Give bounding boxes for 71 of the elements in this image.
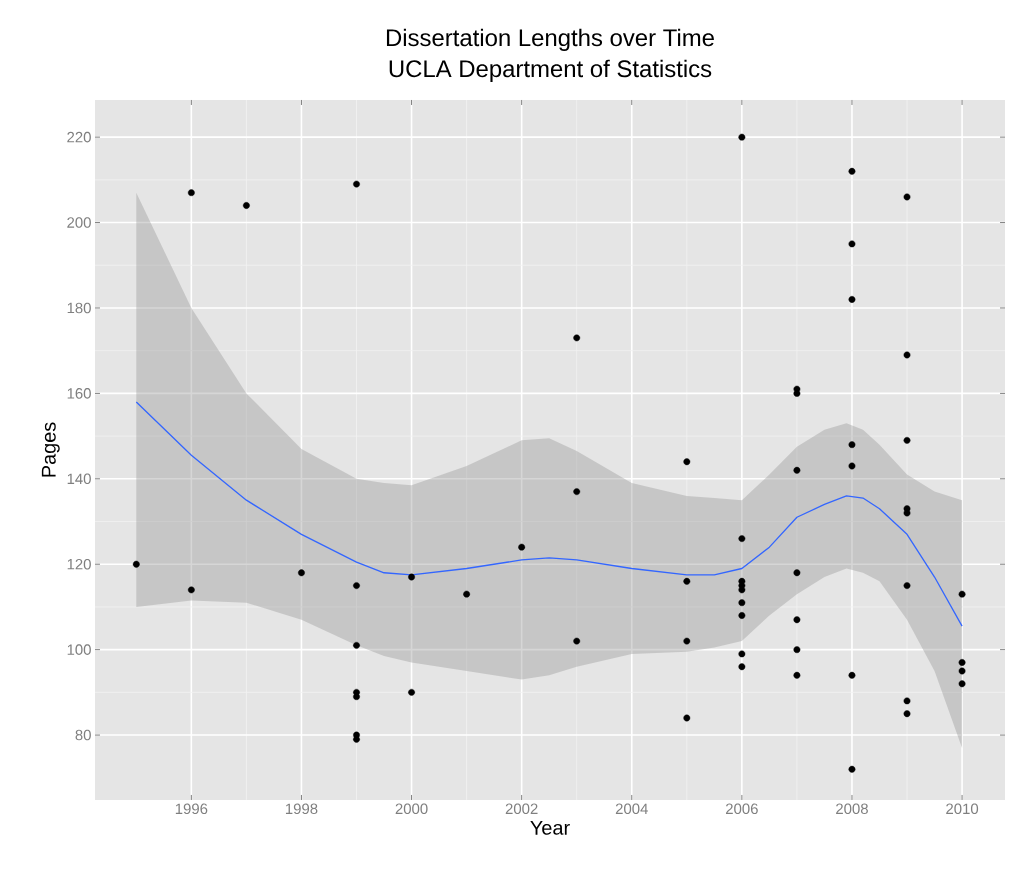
x-tick-label: 2010: [946, 803, 979, 815]
point: [408, 573, 415, 581]
point: [518, 543, 526, 551]
point: [903, 436, 911, 444]
point: [132, 560, 140, 568]
y-tick-label: 100: [67, 644, 91, 655]
y-axis-title: Pages: [41, 422, 60, 477]
point: [848, 671, 856, 679]
x-tick-label: 1998: [285, 803, 318, 815]
x-tick-label: 2002: [505, 803, 538, 815]
point: [848, 462, 856, 470]
point: [903, 351, 911, 359]
point: [353, 180, 360, 188]
y-tick-label: 200: [67, 217, 91, 228]
point: [298, 569, 305, 577]
x-tick-label: 1996: [175, 803, 208, 815]
y-tick-label: 180: [67, 302, 91, 314]
point: [683, 458, 691, 466]
point: [463, 590, 471, 598]
point: [958, 680, 966, 688]
point: [683, 577, 691, 585]
point: [848, 441, 856, 449]
x-tick-label: 2004: [615, 803, 648, 815]
point: [243, 202, 250, 209]
point: [353, 582, 360, 589]
point: [958, 659, 966, 666]
x-tick-label: 2000: [395, 803, 428, 815]
point: [187, 189, 195, 197]
point: [573, 334, 581, 342]
point: [738, 535, 746, 543]
line-series: [135, 401, 963, 627]
point: [848, 296, 856, 303]
point: [683, 637, 691, 645]
x-tick-label: 2006: [725, 803, 758, 815]
chart-title: Dissertation Lengths over Time: [386, 28, 714, 51]
point: [408, 688, 415, 696]
y-tick-label: 140: [67, 473, 91, 485]
point: [903, 193, 911, 201]
point: [353, 693, 360, 701]
point: [903, 710, 911, 718]
point: [738, 586, 746, 594]
point: [573, 488, 581, 496]
chart-subtitle: UCLA Department of Statistics: [389, 59, 712, 82]
y-tick-label: 120: [67, 558, 91, 570]
point: [738, 612, 746, 619]
point: [738, 663, 746, 671]
y-tick-label: 80: [75, 729, 91, 741]
y-tick-label: 160: [67, 388, 91, 399]
point: [683, 714, 691, 722]
point: [793, 671, 801, 679]
point: [958, 667, 966, 675]
x-axis-title: Year: [530, 820, 570, 835]
point: [738, 599, 746, 607]
point: [903, 697, 911, 705]
point: [958, 590, 966, 598]
x-tick-label: 2008: [836, 803, 868, 815]
point: [903, 509, 911, 517]
point: [738, 133, 746, 141]
point: [573, 637, 581, 645]
point: [793, 616, 801, 624]
point: [793, 466, 801, 474]
point: [738, 650, 746, 658]
point: [793, 646, 801, 654]
point: [848, 167, 856, 175]
point: [903, 582, 911, 589]
point: [848, 240, 856, 248]
point: [187, 586, 195, 594]
point: [353, 641, 360, 649]
y-tick-label: 220: [67, 131, 91, 143]
point: [848, 765, 856, 773]
point: [793, 569, 801, 577]
